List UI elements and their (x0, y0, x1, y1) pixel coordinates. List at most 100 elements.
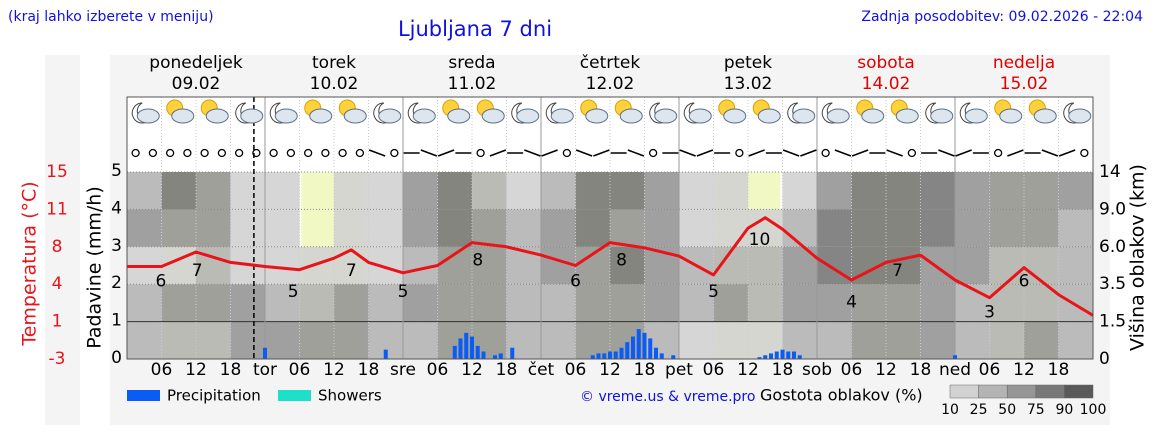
wind-calm (993, 148, 1003, 158)
cloud-icon (999, 108, 1023, 124)
x-tick-label: 12 (461, 360, 483, 380)
precip-bar (498, 353, 503, 359)
cloud-icon (240, 108, 264, 124)
temp-label: 3 (984, 303, 995, 323)
wind-barb (437, 149, 455, 157)
precip-bar (763, 355, 768, 359)
cloud-cell (644, 172, 679, 210)
temp-tick-label: 1 (52, 312, 63, 332)
cloud-cell (1058, 172, 1093, 210)
legend-label: Showers (318, 387, 382, 405)
wind-calm (476, 148, 485, 158)
cloud-cell (506, 172, 541, 210)
x-tick-label: 06 (427, 360, 449, 380)
wind-barb (938, 149, 955, 157)
temperature-line (127, 216, 1094, 317)
plot-frame (126, 96, 1094, 360)
wind-barb (1007, 149, 1024, 157)
precip-bar (654, 347, 658, 359)
cloud-cell (506, 209, 541, 247)
cloud-cell (817, 246, 852, 285)
cloud-cell (403, 209, 438, 247)
x-tick-label: tor (253, 360, 277, 380)
cloud-cell (368, 284, 403, 322)
cloud-cell (1058, 246, 1093, 285)
cloud-cell (437, 284, 472, 322)
day-date: 13.02 (724, 74, 773, 94)
cloud-cell (679, 209, 714, 247)
temp-label: 6 (570, 272, 581, 292)
cloud-cell (679, 172, 714, 210)
cloud-cell (541, 246, 576, 285)
cloud-legend-swatch (978, 384, 1008, 399)
wind-barb (524, 149, 541, 157)
cloud-cell (472, 209, 507, 247)
cloud-tick-label: 14 (1099, 162, 1121, 182)
precip-bar (602, 353, 607, 359)
x-tick-label: 12 (185, 360, 207, 380)
cloud-cell (575, 321, 610, 359)
wind-barb (886, 149, 903, 157)
day-name: torek (312, 53, 356, 73)
x-tick-label: 06 (703, 360, 725, 380)
day-date: 15.02 (1000, 74, 1049, 94)
cloud-cell (644, 209, 679, 247)
cloud-cell (955, 321, 990, 359)
x-tick-label: 18 (358, 360, 380, 380)
precip-bar (590, 355, 595, 359)
cloud-cell (713, 172, 748, 210)
cloud-cell (955, 172, 990, 210)
cloud-cell (575, 209, 610, 247)
cloud-legend-swatch (1006, 384, 1037, 399)
cloud-legend-swatch (949, 384, 979, 399)
cloud-cell (299, 284, 334, 322)
cloud-icon (1068, 108, 1092, 124)
precip-tick-label: 1 (111, 311, 122, 331)
cloud-cell (782, 284, 817, 322)
cloud-icon (205, 108, 229, 124)
temp-label: 7 (346, 261, 357, 281)
wind-calm (355, 148, 365, 158)
precip-bar (596, 353, 601, 359)
cloud-cell (334, 246, 369, 285)
cloud-icon (378, 108, 402, 124)
precip-bar (659, 353, 664, 359)
day-name: četrtek (580, 53, 641, 73)
cloud-icon (309, 108, 333, 124)
cloud-cell (851, 321, 886, 359)
cloud-legend-tick: 10 (941, 402, 959, 418)
cloud-cell (334, 321, 369, 359)
x-tick-label: 06 (151, 360, 173, 380)
wind-calm (1080, 148, 1089, 158)
cloud-cell (920, 209, 955, 247)
precip-tick-label: 4 (111, 198, 122, 218)
wind-barb (575, 149, 593, 157)
cloud-icon (1033, 108, 1057, 124)
cloud-icon (861, 108, 885, 124)
day-name: ponedeljek (149, 53, 243, 73)
x-tick-label: sre (390, 360, 416, 380)
cloud-cell (851, 209, 886, 247)
cloud-cell (679, 321, 714, 359)
cloud-cell (334, 172, 369, 210)
cloud-cell (886, 321, 921, 359)
precip-bar (631, 336, 635, 359)
cloud-cell (265, 321, 300, 359)
precip-tick-label: 3 (111, 236, 122, 256)
precip-bar (780, 349, 785, 359)
day-name: sreda (448, 53, 495, 73)
cloud-cell (265, 172, 300, 210)
cloud-icon (826, 108, 850, 124)
wind-barb (696, 149, 714, 157)
wind-calm (321, 148, 330, 158)
precip-bar (510, 347, 515, 359)
cloud-legend-tick: 90 (1055, 402, 1073, 418)
cloud-cell (989, 246, 1024, 285)
cloud-cell (851, 172, 886, 210)
cloud-cell (161, 284, 196, 322)
cloud-cell (437, 172, 472, 210)
wind-calm (165, 148, 175, 158)
cloud-icon (930, 108, 954, 124)
cloud-cell (920, 284, 955, 322)
x-tick-label: 18 (910, 360, 932, 380)
